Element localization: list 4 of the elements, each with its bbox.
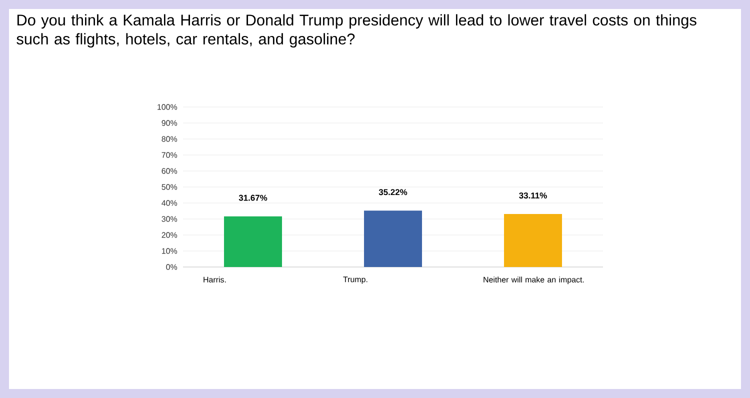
data-label: 35.22% [378, 189, 408, 196]
data-label: 33.11% [519, 192, 547, 198]
chart-title: Do you think a Kamala Harris or Donald Trump presidency will lead to lower travel costs on things such as flights, hotels, car rentals, and gasoline? [16, 14, 696, 48]
data-label: 31.67% [238, 194, 268, 201]
